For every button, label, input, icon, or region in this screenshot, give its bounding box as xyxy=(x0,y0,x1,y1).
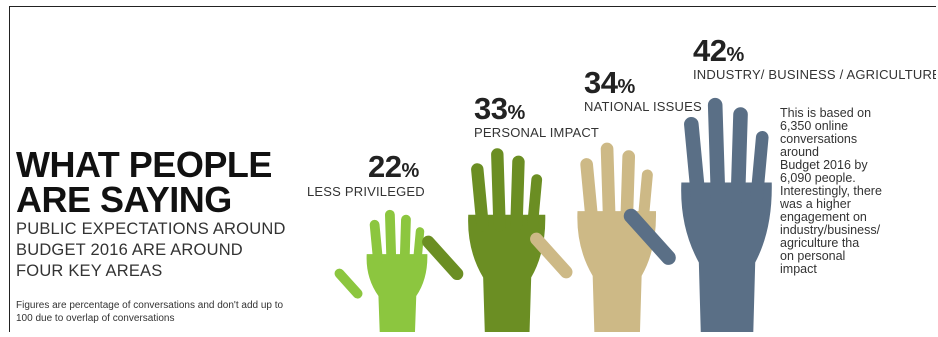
hand-finger xyxy=(750,131,769,204)
hand-finger xyxy=(600,142,616,229)
note-line: 6,090 people. xyxy=(780,171,856,185)
percent-sign: % xyxy=(507,102,526,124)
hand-finger xyxy=(707,97,726,204)
headline-line: ARE SAYING xyxy=(16,179,232,220)
hand-finger xyxy=(399,214,411,266)
hand-palm xyxy=(577,211,656,332)
hand-thumb xyxy=(530,232,573,279)
category-label-personal-impact: PERSONAL IMPACT xyxy=(474,125,600,140)
hands-chart xyxy=(334,97,772,332)
note-line: Budget 2016 by xyxy=(780,158,868,172)
value-label-personal-impact: 33% xyxy=(474,91,526,126)
hand-finger xyxy=(471,163,489,232)
hand-finger xyxy=(527,174,543,232)
hand-finger xyxy=(730,107,748,204)
category-label-industry: INDUSTRY/ BUSINESS / AGRICULTURE xyxy=(693,67,936,82)
hand-finger xyxy=(369,219,383,266)
hand-mark-personal-impact xyxy=(422,148,546,332)
percent-sign: % xyxy=(726,44,745,66)
hand-finger xyxy=(510,155,525,232)
footnote-line: Figures are percentage of conversations … xyxy=(16,300,284,311)
note-line: on personal xyxy=(780,249,846,263)
percent-sign: % xyxy=(617,76,636,98)
headline-line: WHAT PEOPLE xyxy=(16,144,272,185)
value-label-less-privileged: 22% xyxy=(368,149,420,184)
hand-palm xyxy=(468,214,546,332)
hand-thumb xyxy=(422,235,464,281)
note-line: 6,350 online xyxy=(780,119,849,133)
category-label-national-issues: NATIONAL ISSUES xyxy=(584,99,702,114)
hand-mark-industry xyxy=(623,97,772,332)
value-label-national-issues: 34% xyxy=(584,65,636,100)
hand-mark-less-privileged xyxy=(334,209,428,332)
footnote-line: 100 due to overlap of conversations xyxy=(16,313,175,324)
note-line: around xyxy=(780,145,819,159)
hand-palm xyxy=(366,254,428,332)
subheadline-line: PUBLIC EXPECTATIONS AROUND xyxy=(16,220,286,238)
footnote: Figures are percentage of conversations … xyxy=(16,299,336,325)
note-line: conversations xyxy=(780,132,858,146)
note-line: Interestingly, there xyxy=(780,184,882,198)
percent-sign: % xyxy=(401,160,420,182)
hand-finger xyxy=(413,227,425,266)
note-line: agriculture tha xyxy=(780,236,860,250)
hand-finger xyxy=(684,116,706,204)
hand-thumb xyxy=(334,268,363,299)
category-label-less-privileged: LESS PRIVILEGED xyxy=(307,184,425,199)
hand-palm xyxy=(681,182,772,332)
hand-finger xyxy=(491,148,506,232)
hand-finger xyxy=(385,209,397,266)
value-label-industry: 42% xyxy=(693,33,745,68)
note-line: was a higher xyxy=(780,197,851,211)
note-line: This is based on xyxy=(780,106,872,120)
methodology-note: This is based on 6,350 online conversati… xyxy=(780,107,920,276)
note-line: impact xyxy=(780,262,817,276)
subheadline-line: FOUR KEY AREAS xyxy=(16,262,163,280)
hand-finger xyxy=(580,158,599,229)
subheadline-line: BUDGET 2016 ARE AROUND xyxy=(16,241,243,259)
note-line: engagement on xyxy=(780,210,867,224)
subheadline: PUBLIC EXPECTATIONS AROUND BUDGET 2016 A… xyxy=(16,219,316,282)
hand-mark-national-issues xyxy=(530,142,656,332)
hand-thumb xyxy=(623,208,676,265)
note-line: industry/business/ xyxy=(780,223,881,237)
hand-finger xyxy=(637,169,653,229)
headline: WHAT PEOPLE ARE SAYING xyxy=(16,144,336,220)
infographic: WHAT PEOPLE ARE SAYING PUBLIC EXPECTATIO… xyxy=(9,6,936,332)
